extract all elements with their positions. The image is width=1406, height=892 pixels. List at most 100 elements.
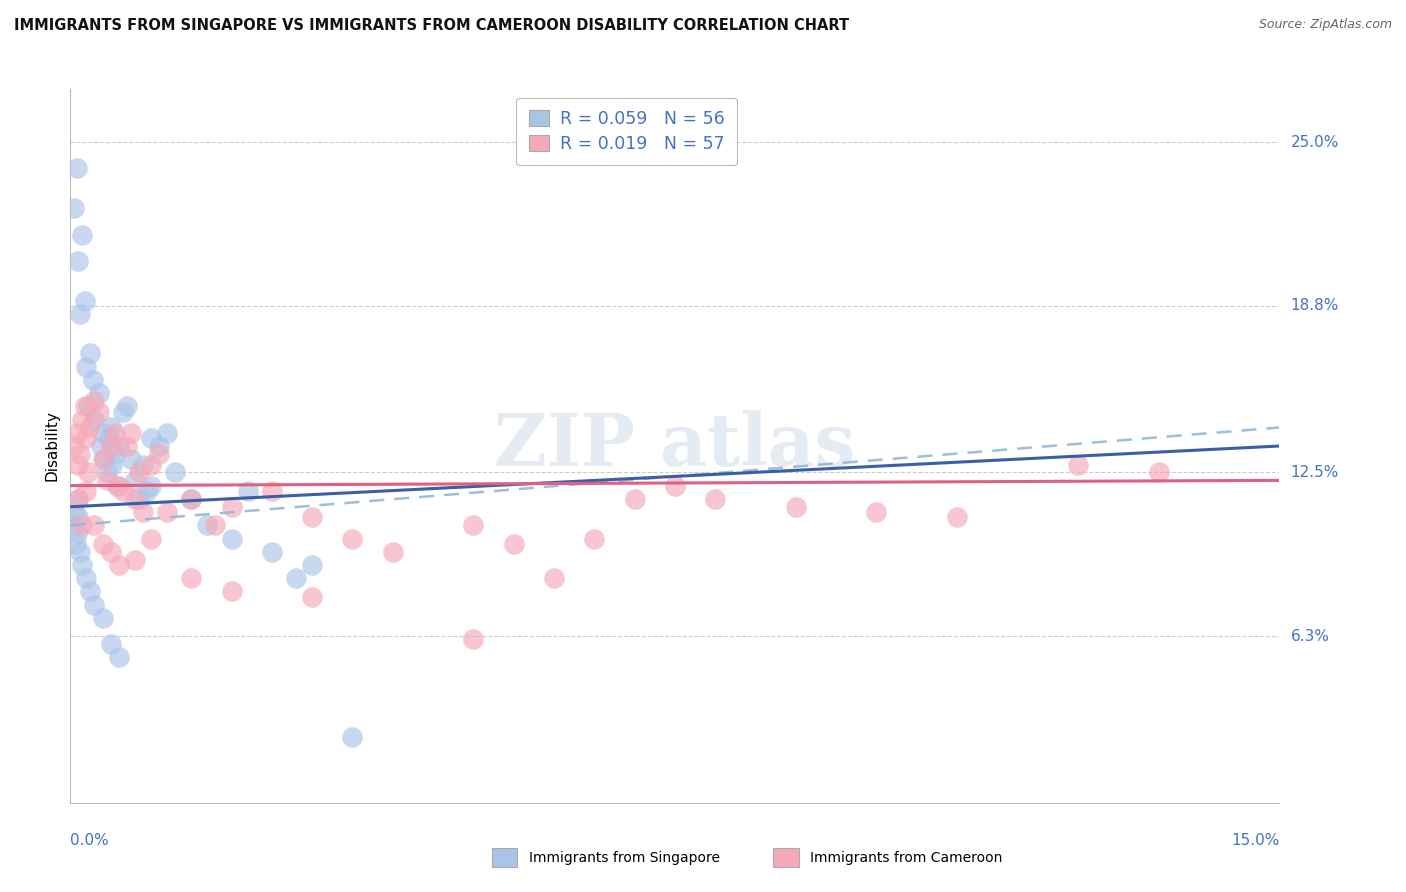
Text: 25.0%: 25.0%	[1291, 135, 1339, 150]
Point	[865, 505, 887, 519]
Point	[104, 447, 127, 461]
Point	[77, 400, 100, 414]
Point	[221, 532, 243, 546]
Point	[785, 500, 807, 514]
Point	[69, 545, 91, 559]
Point	[72, 518, 94, 533]
Point	[82, 373, 104, 387]
Point	[139, 478, 162, 492]
Point	[75, 359, 97, 374]
Point	[623, 491, 645, 506]
Text: 15.0%: 15.0%	[1232, 833, 1279, 848]
Point	[124, 491, 146, 506]
Point	[342, 730, 364, 744]
Point	[124, 474, 146, 488]
Point	[96, 474, 118, 488]
Point	[75, 483, 97, 498]
Text: 12.5%: 12.5%	[1291, 465, 1339, 480]
Point	[128, 491, 150, 506]
Point	[104, 425, 127, 440]
Point	[221, 500, 243, 514]
Point	[195, 518, 218, 533]
Point	[139, 431, 162, 445]
Point	[65, 537, 87, 551]
Point	[543, 571, 565, 585]
Point	[156, 425, 179, 440]
Point	[105, 478, 128, 492]
Point	[90, 439, 112, 453]
Point	[107, 439, 129, 453]
Point	[502, 537, 524, 551]
Point	[91, 452, 114, 467]
Point	[156, 505, 179, 519]
Text: 18.8%: 18.8%	[1291, 299, 1339, 313]
Point	[115, 439, 138, 453]
Point	[63, 201, 86, 215]
Point	[115, 400, 138, 414]
Point	[91, 425, 114, 440]
Point	[67, 491, 90, 506]
Point	[204, 518, 226, 533]
Point	[148, 447, 170, 461]
Text: 6.3%: 6.3%	[1291, 629, 1330, 644]
Point	[93, 452, 115, 467]
Text: Source: ZipAtlas.com: Source: ZipAtlas.com	[1258, 18, 1392, 31]
Point	[120, 425, 142, 440]
Point	[664, 478, 686, 492]
Point	[704, 491, 727, 506]
Point	[1147, 466, 1170, 480]
Point	[124, 552, 146, 566]
Point	[72, 412, 94, 426]
Point	[100, 545, 122, 559]
Point	[100, 439, 122, 453]
Point	[107, 558, 129, 572]
Text: ZIP atlas: ZIP atlas	[495, 410, 855, 482]
Point	[139, 458, 162, 472]
Point	[301, 590, 323, 604]
Point	[79, 584, 101, 599]
Point	[285, 571, 308, 585]
Point	[111, 404, 134, 418]
Point	[583, 532, 606, 546]
Point	[83, 518, 105, 533]
Point	[101, 458, 124, 472]
Point	[87, 404, 110, 418]
Point	[180, 571, 202, 585]
Point	[79, 420, 101, 434]
Text: IMMIGRANTS FROM SINGAPORE VS IMMIGRANTS FROM CAMEROON DISABILITY CORRELATION CHA: IMMIGRANTS FROM SINGAPORE VS IMMIGRANTS …	[14, 18, 849, 33]
Text: 0.0%: 0.0%	[70, 833, 110, 848]
Point	[83, 598, 105, 612]
Point	[221, 584, 243, 599]
Point	[946, 510, 969, 524]
Point	[66, 425, 89, 440]
Point	[139, 532, 162, 546]
Point	[98, 431, 121, 445]
Point	[91, 611, 114, 625]
Point	[77, 466, 100, 480]
Point	[1067, 458, 1090, 472]
Point	[301, 558, 323, 572]
Point	[100, 637, 122, 651]
Point	[463, 518, 485, 533]
Point	[260, 483, 283, 498]
Y-axis label: Disability: Disability	[44, 410, 59, 482]
Point	[180, 491, 202, 506]
Point	[100, 420, 122, 434]
Point	[165, 466, 187, 480]
Text: Immigrants from Cameroon: Immigrants from Cameroon	[810, 851, 1002, 864]
Point	[75, 571, 97, 585]
Point	[73, 293, 96, 308]
Point	[120, 452, 142, 467]
Point	[72, 227, 94, 242]
Point	[111, 483, 134, 498]
Point	[67, 254, 90, 268]
Point	[66, 526, 89, 541]
Point	[236, 483, 259, 498]
Point	[63, 505, 86, 519]
Point	[83, 412, 105, 426]
Point	[67, 458, 90, 472]
Point	[69, 447, 91, 461]
Point	[260, 545, 283, 559]
Point	[83, 394, 105, 409]
Point	[67, 491, 90, 506]
